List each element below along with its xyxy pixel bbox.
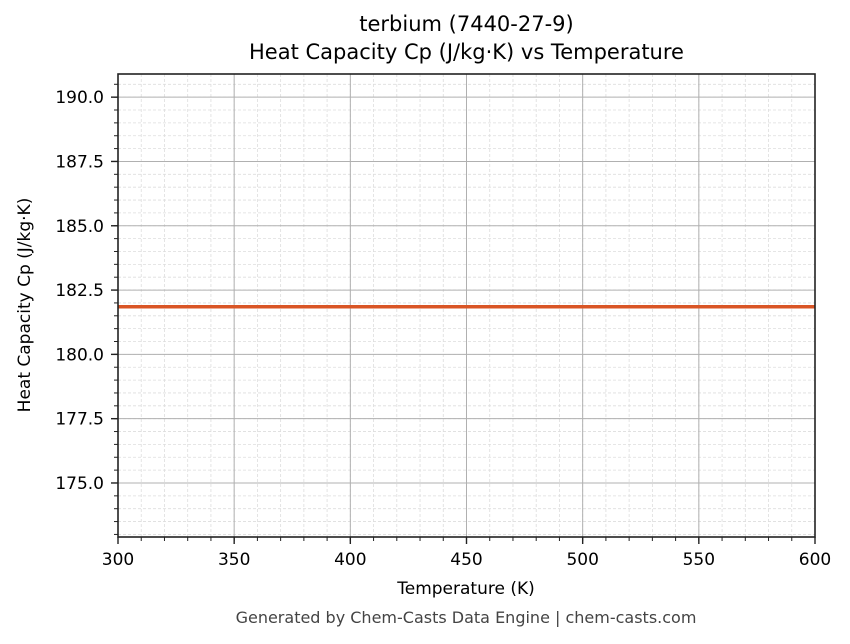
x-axis-label: Temperature (K) (396, 579, 535, 599)
chart-subtitle: Heat Capacity Cp (J/kg·K) vs Temperature (249, 40, 684, 64)
x-tick-label: 400 (334, 550, 366, 570)
y-tick-label: 175.0 (55, 474, 104, 494)
footer-credit: Generated by Chem-Casts Data Engine | ch… (235, 608, 697, 627)
y-tick-label: 182.5 (55, 281, 104, 301)
y-tick-label: 180.0 (55, 345, 104, 365)
x-tick-label: 500 (566, 550, 598, 570)
chart-title: terbium (7440-27-9) (359, 12, 574, 36)
x-tick-label: 600 (799, 550, 831, 570)
x-tick-label: 300 (102, 550, 134, 570)
x-tick-label: 350 (218, 550, 250, 570)
axis-ticks: 300 350 400 450 500 550 600 175.0 177.5 180.0 182.… (55, 83, 831, 570)
y-tick-label: 190.0 (55, 88, 104, 108)
y-axis-label: Heat Capacity Cp (J/kg·K) (15, 198, 35, 413)
y-tick-label: 177.5 (55, 410, 104, 430)
x-tick-label: 550 (683, 550, 715, 570)
x-tick-label: 450 (450, 550, 482, 570)
y-tick-label: 187.5 (55, 152, 104, 172)
y-tick-label: 185.0 (55, 217, 104, 237)
